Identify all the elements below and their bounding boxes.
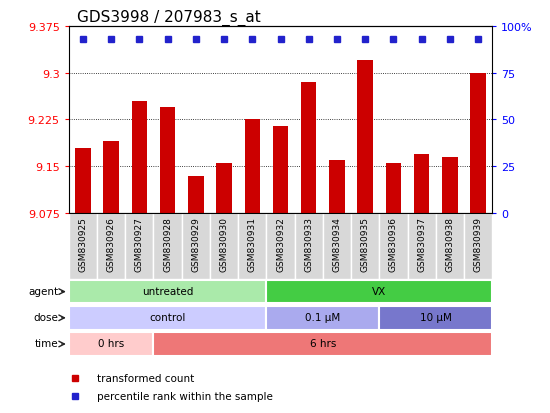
Text: VX: VX xyxy=(372,286,387,297)
Bar xyxy=(69,306,266,330)
Text: GSM830933: GSM830933 xyxy=(304,217,314,272)
Bar xyxy=(75,148,91,214)
Bar xyxy=(329,161,345,214)
Text: control: control xyxy=(150,313,186,323)
Text: GSM830937: GSM830937 xyxy=(417,217,426,272)
Bar xyxy=(266,306,380,330)
Bar xyxy=(182,214,210,279)
Text: 0.1 μM: 0.1 μM xyxy=(305,313,340,323)
Bar xyxy=(266,214,295,279)
Text: GSM830925: GSM830925 xyxy=(78,217,87,271)
Bar xyxy=(69,280,266,304)
Bar xyxy=(131,102,147,214)
Text: GSM830928: GSM830928 xyxy=(163,217,172,271)
Bar xyxy=(160,108,175,214)
Bar xyxy=(69,214,97,279)
Bar xyxy=(103,142,119,214)
Bar xyxy=(436,214,464,279)
Text: GSM830931: GSM830931 xyxy=(248,217,257,272)
Bar xyxy=(273,126,288,214)
Bar xyxy=(188,176,204,214)
Bar xyxy=(266,280,492,304)
Text: 6 hrs: 6 hrs xyxy=(310,339,336,349)
Text: agent: agent xyxy=(28,286,58,297)
Bar xyxy=(295,214,323,279)
Text: GSM830929: GSM830929 xyxy=(191,217,200,271)
Bar xyxy=(358,61,373,214)
Text: GSM830935: GSM830935 xyxy=(361,217,370,272)
Bar xyxy=(414,154,430,214)
Bar xyxy=(153,214,182,279)
Bar xyxy=(442,157,458,214)
Bar xyxy=(69,332,153,356)
Bar xyxy=(408,214,436,279)
Bar xyxy=(125,214,153,279)
Text: untreated: untreated xyxy=(142,286,193,297)
Bar xyxy=(301,83,316,214)
Text: GSM830927: GSM830927 xyxy=(135,217,144,271)
Bar xyxy=(216,164,232,214)
Text: GSM830936: GSM830936 xyxy=(389,217,398,272)
Bar xyxy=(210,214,238,279)
Text: GSM830930: GSM830930 xyxy=(219,217,229,272)
Text: GSM830938: GSM830938 xyxy=(446,217,454,272)
Text: GSM830934: GSM830934 xyxy=(332,217,342,271)
Text: GSM830926: GSM830926 xyxy=(107,217,116,271)
Text: time: time xyxy=(35,339,58,349)
Bar xyxy=(351,214,380,279)
Text: GSM830932: GSM830932 xyxy=(276,217,285,271)
Text: dose: dose xyxy=(33,313,58,323)
Bar xyxy=(323,214,351,279)
Text: 0 hrs: 0 hrs xyxy=(98,339,124,349)
Bar xyxy=(470,74,486,214)
Text: transformed count: transformed count xyxy=(97,373,194,383)
Bar xyxy=(97,214,125,279)
Bar xyxy=(386,164,401,214)
Text: GDS3998 / 207983_s_at: GDS3998 / 207983_s_at xyxy=(77,9,261,26)
Text: percentile rank within the sample: percentile rank within the sample xyxy=(97,392,273,401)
Bar xyxy=(245,120,260,214)
Bar xyxy=(153,332,492,356)
Text: GSM830939: GSM830939 xyxy=(474,217,483,272)
Text: 10 μM: 10 μM xyxy=(420,313,452,323)
Bar xyxy=(464,214,492,279)
Bar xyxy=(379,214,408,279)
Bar xyxy=(379,306,492,330)
Bar xyxy=(238,214,266,279)
